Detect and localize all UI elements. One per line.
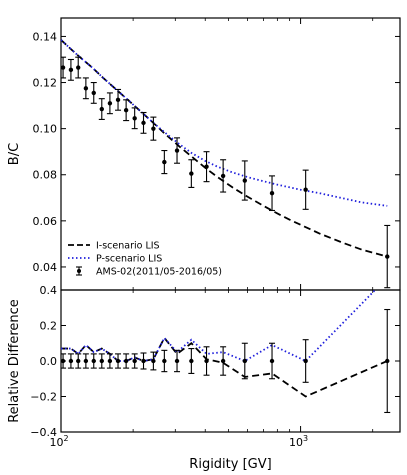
bottom-y-tick-label: 0.4 (40, 284, 58, 297)
top-series-line-p-scenario (61, 39, 388, 207)
top-data-point (220, 173, 226, 179)
bottom-data-point (91, 358, 96, 364)
bottom-y-axis-label: Relative Difference (7, 299, 22, 423)
bottom-data-area (61, 290, 391, 414)
legend-entry-label: P-scenario LIS (96, 254, 162, 265)
top-data-point (99, 106, 104, 112)
bottom-x-tick-exp: 3 (303, 434, 308, 443)
top-data-point (204, 164, 209, 169)
top-data-point (61, 65, 66, 70)
bottom-x-tick-base: 10 (289, 436, 303, 449)
top-y-tick-label: 0.04 (33, 261, 58, 274)
bottom-data-point (174, 358, 180, 364)
bottom-y-tick-label: −0.2 (30, 391, 57, 404)
bottom-series-line-i-scenario (61, 336, 388, 398)
bottom-data-point (303, 358, 308, 364)
top-y-axis-label: B/C (7, 143, 22, 165)
top-y-tick-label: 0.14 (33, 30, 58, 43)
bottom-data-point (162, 358, 167, 364)
top-data-point (132, 116, 137, 121)
bottom-data-point (204, 358, 209, 364)
bottom-y-tick-label: −0.4 (30, 426, 57, 439)
top-y-tick-label: 0.12 (33, 77, 58, 90)
top-y-tick-label: 0.08 (33, 169, 58, 182)
legend: I-scenario LIS P-scenario LIS AMS-02(2011/… (68, 241, 222, 278)
bottom-data-point (83, 358, 89, 364)
bottom-data-point (107, 358, 113, 364)
bottom-data-point (242, 358, 247, 364)
bottom-data-point (141, 358, 146, 364)
bottom-data-point (99, 358, 104, 364)
top-data-point (174, 148, 180, 153)
bottom-y-tick-label: 0.0 (40, 355, 58, 368)
bottom-data-point (269, 358, 275, 364)
top-data-point (68, 67, 74, 73)
legend-marker-point (77, 269, 81, 273)
top-data-point (107, 101, 113, 106)
top-y-tick-label: 0.10 (33, 123, 58, 136)
bottom-x-axis-label: Rigidity [GV] (189, 457, 271, 472)
bottom-data-point (76, 358, 81, 364)
top-data-point (151, 126, 156, 131)
top-data-point (162, 159, 167, 165)
bottom-data-point (220, 358, 226, 364)
bottom-data-point (132, 358, 137, 364)
bottom-x-tick-exp: 2 (63, 434, 68, 443)
top-data-area (61, 39, 391, 289)
bottom-x-tick-base: 10 (49, 436, 63, 449)
bottom-x-tick-label: 102 (49, 434, 68, 449)
top-data-point (83, 86, 89, 91)
legend-entry-label: AMS-02(2011/05-2016/05) (96, 267, 222, 278)
bottom-data-point (115, 358, 121, 364)
top-data-point (141, 120, 146, 126)
bottom-data-point (151, 358, 156, 364)
top-data-point (76, 65, 81, 70)
top-data-point (189, 171, 194, 176)
top-y-tick-label: 0.06 (33, 215, 58, 228)
top-data-point (115, 97, 121, 103)
top-data-point (123, 108, 129, 113)
top-panel: 0.04 0.06 0.08 0.10 0.12 0.14 B/C (7, 17, 401, 291)
bottom-y-tick-label: 0.2 (40, 320, 58, 333)
bottom-data-point (123, 358, 129, 364)
top-data-point (269, 190, 275, 196)
top-data-point (303, 187, 308, 192)
bottom-data-point (189, 358, 194, 364)
bottom-data-point (61, 358, 66, 364)
top-data-point (385, 254, 390, 259)
top-data-point (91, 90, 96, 96)
bottom-data-point (385, 358, 390, 364)
bottom-x-tick-label: 103 (289, 434, 308, 449)
legend-entry-label: I-scenario LIS (96, 241, 160, 252)
top-data-point (242, 178, 247, 183)
bottom-data-point (68, 358, 74, 364)
